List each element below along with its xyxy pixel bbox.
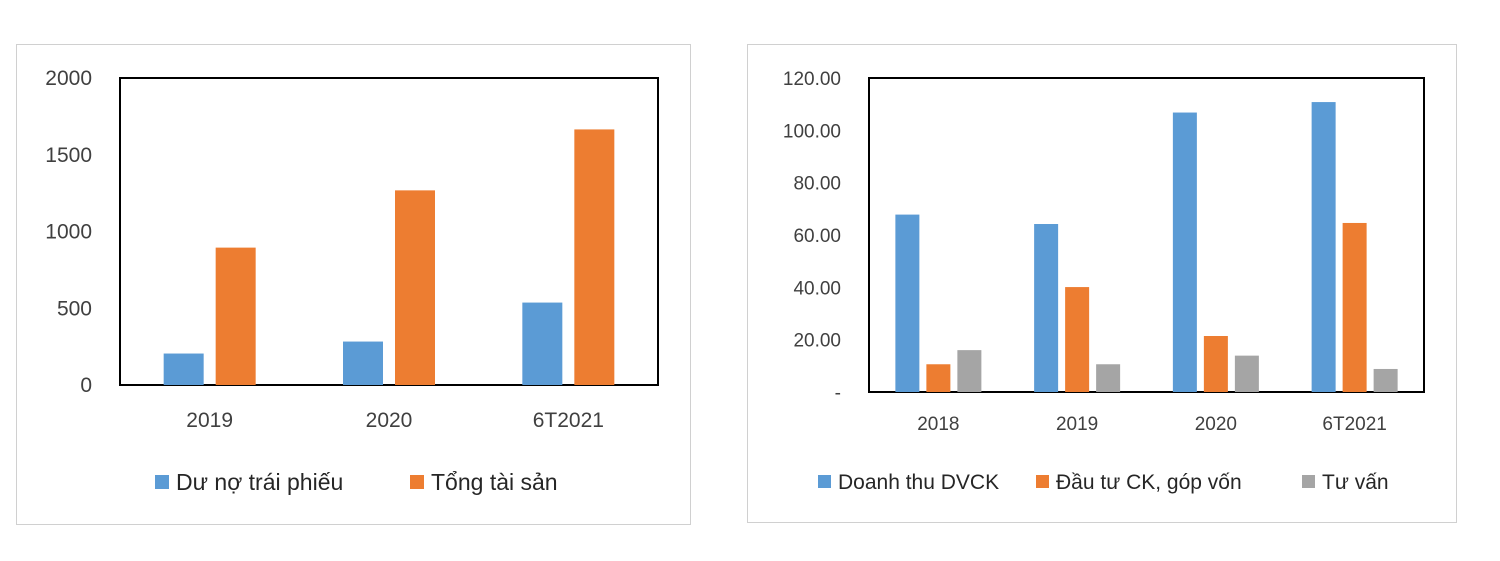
x-category-label: 2019 [186,409,233,432]
x-category-label: 6T2021 [533,409,604,432]
bar-t-ng-t-i-s-n-2019 [215,247,256,385]
x-category-label: 2018 [917,414,959,435]
legend-label: Tổng tài sản [431,469,558,495]
x-category-label: 2020 [366,409,413,432]
bar--u-t-ck-g-p-v-n-6T2021 [1342,222,1367,392]
y-tick-label: 20.00 [793,331,841,352]
y-tick-label: - [835,383,841,404]
bar-t-v-n-2019 [1096,364,1121,392]
bar--u-t-ck-g-p-v-n-2020 [1203,336,1228,392]
legend-swatch [1036,475,1049,488]
bar-doanh-thu-dvck-6T2021 [1311,102,1336,392]
y-tick-label: 100.00 [783,121,841,142]
revenue-structure-chart: - 20.00 40.00 60.00 80.00 100.00 120.00 2018 201… [783,69,1425,494]
bar-t-v-n-2020 [1234,355,1259,392]
bar-d-n-tr-i-phi-u-2020 [343,341,383,385]
x-category-label: 2020 [1195,414,1237,435]
y-tick-label: 500 [57,297,92,320]
legend-label: Dư nợ trái phiếu [176,469,343,495]
y-tick-label: 2000 [45,67,92,90]
bar-d-n-tr-i-phi-u-6T2021 [522,302,563,385]
bar--u-t-ck-g-p-v-n-2019 [1065,287,1090,392]
plot-area-frame [119,77,659,386]
bar--u-t-ck-g-p-v-n-2018 [926,364,951,392]
y-tick-label: 60.00 [793,226,841,247]
bar-d-n-tr-i-phi-u-2019 [163,353,204,385]
legend-swatch [1302,475,1315,488]
legend-label: Đầu tư CK, góp vốn [1056,471,1242,494]
bar-t-ng-t-i-s-n-2020 [395,190,435,385]
legend-swatch [410,475,424,489]
bar-doanh-thu-dvck-2018 [895,214,920,392]
legend-swatch [818,475,831,488]
plot-area-frame [868,77,1425,393]
y-tick-label: 0 [80,374,92,397]
bar-doanh-thu-dvck-2019 [1034,224,1059,392]
bar-t-v-n-2018 [957,350,982,392]
chart-panel-right: - 20.00 40.00 60.00 80.00 100.00 120.00 2018 201… [747,44,1457,523]
y-tick-label: 80.00 [793,174,841,195]
bar-doanh-thu-dvck-2020 [1172,112,1197,392]
legend-label: Doanh thu DVCK [838,471,999,494]
y-tick-label: 40.00 [793,278,841,299]
bar-t-v-n-6T2021 [1373,368,1398,392]
x-category-label: 2019 [1056,414,1098,435]
bond-debt-chart: 0 500 1000 1500 2000 2019 2020 6T2021 Dư nợ trái… [45,67,659,495]
bar-t-ng-t-i-s-n-6T2021 [574,129,615,385]
x-category-label: 6T2021 [1322,414,1386,435]
y-tick-label: 1000 [45,221,92,244]
y-tick-label: 1500 [45,144,92,167]
y-tick-label: 120.00 [783,69,841,90]
chart-panel-left: 0 500 1000 1500 2000 2019 2020 6T2021 Dư nợ trái… [16,44,691,525]
legend-swatch [155,475,169,489]
legend-label: Tư vấn [1322,471,1389,494]
